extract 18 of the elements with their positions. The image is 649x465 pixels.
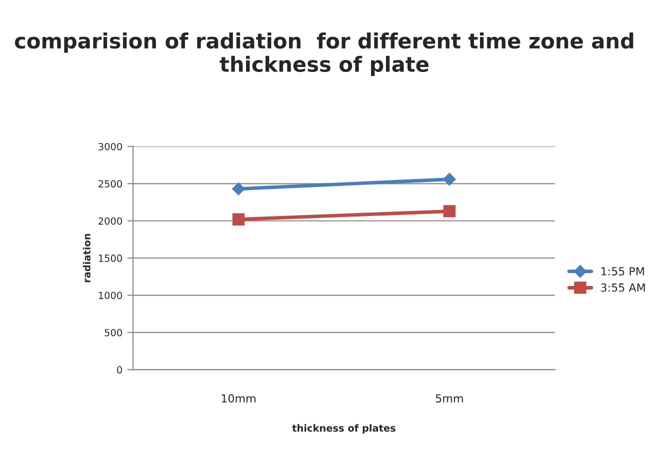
y-tick-label: 500	[104, 328, 122, 336]
y-tick-label: 2500	[98, 180, 122, 188]
x-tick-label: 10mm	[222, 394, 256, 403]
legend-label: 3:55 AM	[601, 283, 645, 292]
chart-title: comparision of radiation for different time zone and thickness of plate	[14, 32, 634, 76]
y-tick-label: 1500	[98, 254, 122, 262]
y-tick-label: 1000	[98, 292, 122, 300]
y-tick-label: 3000	[98, 142, 122, 150]
y-tick-label: 0	[117, 366, 122, 374]
point	[443, 172, 456, 186]
x-tick-label: 5mm	[436, 394, 463, 403]
point	[232, 213, 245, 226]
y-tick-label: 2000	[98, 217, 122, 225]
point	[443, 205, 456, 218]
y-axis-title: radiation	[82, 234, 90, 282]
legend-label: 1:55 PM	[601, 267, 644, 276]
point	[232, 182, 245, 196]
x-axis-title: thickness of plates	[292, 424, 396, 434]
